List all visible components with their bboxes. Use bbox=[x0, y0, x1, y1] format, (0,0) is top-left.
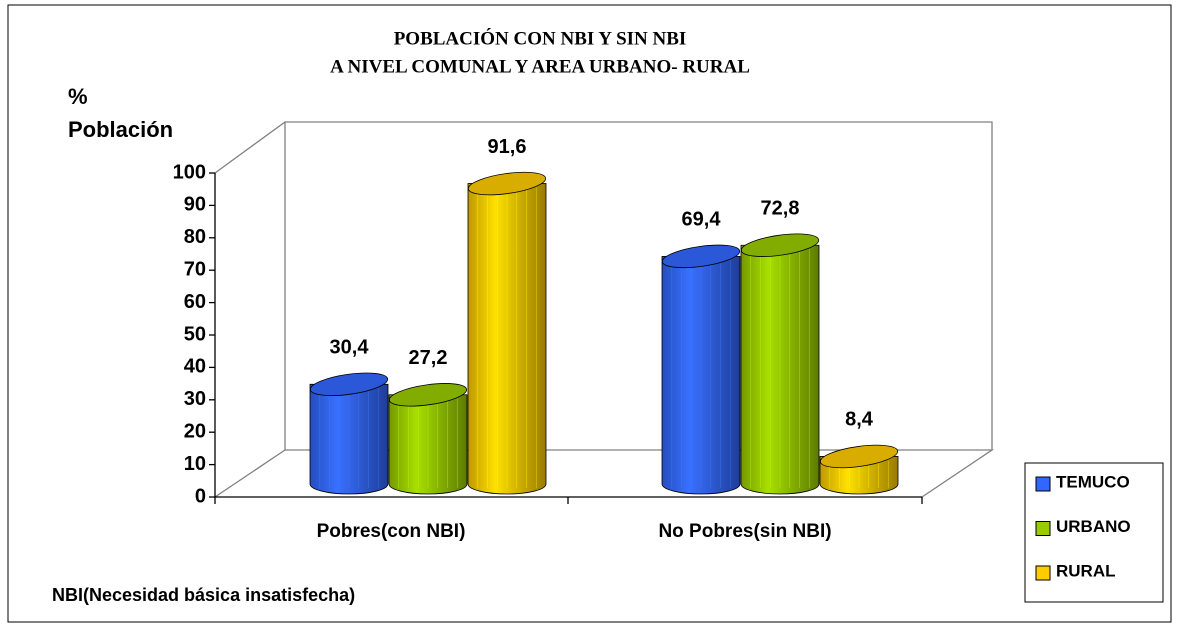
cylinder-top bbox=[819, 444, 899, 469]
y-tick-label: 10 bbox=[184, 453, 206, 475]
floor bbox=[214, 449, 995, 498]
legend-swatch bbox=[1035, 565, 1051, 581]
cylinder bbox=[309, 372, 389, 495]
y-tick-label: 40 bbox=[184, 356, 206, 378]
cylinder bbox=[661, 244, 741, 495]
y-axis-label: Población bbox=[68, 117, 173, 142]
cylinder bbox=[388, 383, 468, 495]
cylinder-top bbox=[388, 383, 468, 407]
y-tick-label: 80 bbox=[184, 226, 206, 248]
legend-label: URBANO bbox=[1056, 517, 1131, 536]
cylinder-top bbox=[467, 171, 547, 196]
legend-label: RURAL bbox=[1056, 561, 1116, 580]
x-tick-label: Pobres(con NBI) bbox=[317, 521, 466, 542]
legend-swatch bbox=[1035, 476, 1051, 492]
cylinder bbox=[740, 233, 820, 495]
legend-swatch bbox=[1035, 521, 1051, 536]
y-tick-label: 30 bbox=[184, 388, 206, 410]
chart-title: POBLACIÓN CON NBI Y SIN NBI bbox=[394, 27, 687, 49]
data-label: 69,4 bbox=[682, 209, 722, 231]
y-tick-label: 70 bbox=[184, 258, 206, 280]
side-wall-edge bbox=[214, 121, 286, 174]
data-label: 27,2 bbox=[409, 347, 448, 369]
y-tick-label: 0 bbox=[195, 485, 206, 507]
y-tick-label: 90 bbox=[184, 194, 206, 216]
cylinder-top bbox=[309, 372, 389, 396]
cylinder-top bbox=[740, 233, 820, 257]
y-tick-label: 50 bbox=[184, 323, 206, 345]
data-label: 72,8 bbox=[761, 197, 800, 219]
chart-title: A NIVEL COMUNAL Y AREA URBANO- RURAL bbox=[330, 56, 750, 77]
cylinder bbox=[467, 171, 547, 495]
data-label: 30,4 bbox=[330, 337, 370, 359]
y-tick-label: 60 bbox=[184, 291, 206, 313]
y-axis-label: % bbox=[68, 84, 88, 109]
cylinder-top bbox=[661, 244, 741, 269]
y-tick-label: 100 bbox=[173, 161, 206, 183]
y-tick-label: 20 bbox=[184, 420, 206, 442]
legend-label: TEMUCO bbox=[1056, 472, 1130, 491]
axes-3d bbox=[214, 121, 995, 498]
data-label: 8,4 bbox=[845, 409, 874, 431]
annotation: NBI(Necesidad básica insatisfecha) bbox=[52, 585, 355, 605]
chart-frame bbox=[7, 4, 1172, 623]
data-label: 91,6 bbox=[488, 136, 527, 158]
x-tick-label: No Pobres(sin NBI) bbox=[658, 521, 831, 542]
cylinder bbox=[819, 444, 899, 495]
back-wall bbox=[284, 121, 993, 450]
